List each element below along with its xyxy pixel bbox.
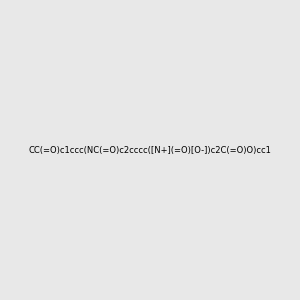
Text: CC(=O)c1ccc(NC(=O)c2cccc([N+](=O)[O-])c2C(=O)O)cc1: CC(=O)c1ccc(NC(=O)c2cccc([N+](=O)[O-])c2…	[28, 146, 272, 154]
